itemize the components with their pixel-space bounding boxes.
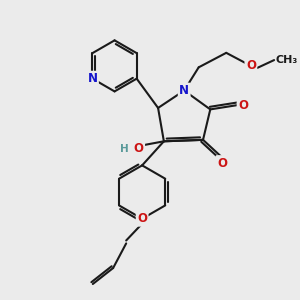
Text: O: O [246, 59, 256, 72]
Text: O: O [217, 157, 227, 169]
Text: N: N [88, 72, 98, 85]
Text: O: O [238, 98, 248, 112]
Text: H: H [120, 143, 129, 154]
Text: O: O [134, 142, 144, 155]
Text: O: O [137, 212, 147, 225]
Text: N: N [179, 84, 189, 97]
Text: CH₃: CH₃ [275, 55, 298, 65]
